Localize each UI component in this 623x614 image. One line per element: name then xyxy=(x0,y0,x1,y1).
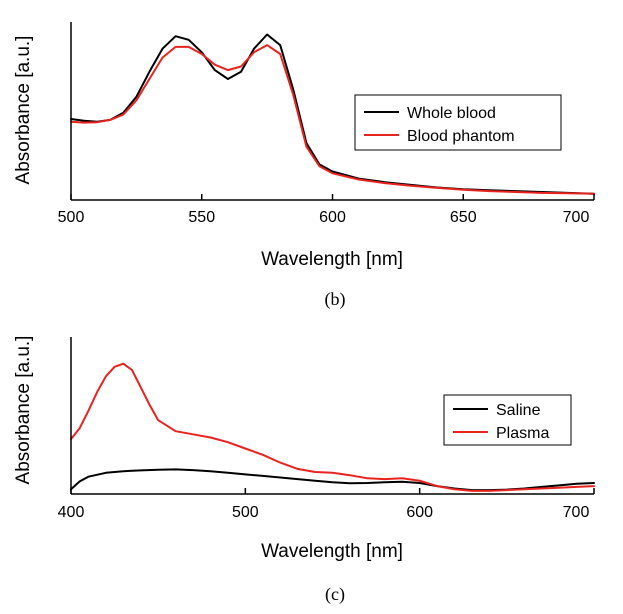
panel-b-x-tick-label-500: 500 xyxy=(58,209,85,226)
panel-b-legend-box xyxy=(354,94,562,151)
panel-b-x-tick-label-650: 650 xyxy=(450,209,477,226)
panel-c-series-layer xyxy=(70,362,595,492)
panel-c-legend-box xyxy=(443,394,572,446)
panel-b-y-axis-label: Absorbance [a.u.] xyxy=(13,36,34,185)
panel-c-legend-label-plasma: Plasma xyxy=(496,425,549,442)
panel-c-legend-label-saline: Saline xyxy=(496,402,541,419)
panel-b-legend: Whole blood Blood phantom xyxy=(354,94,562,151)
panel-b-series-blood-phantom xyxy=(70,44,595,195)
panel-c-x-axis-label: Wavelength [nm] xyxy=(261,541,403,562)
panel-b-chart: 500 550 600 650 700 Wavelength [nm] Absorban… xyxy=(13,22,595,310)
panel-b-x-tick-label-700: 700 xyxy=(563,209,590,226)
panel-c-x-tick-label-500: 500 xyxy=(232,504,259,521)
panel-b-series-layer xyxy=(70,33,595,195)
panel-c-x-tick-label-600: 600 xyxy=(406,504,433,521)
panel-b-x-tick-label-550: 550 xyxy=(188,209,215,226)
panel-b-caption: (b) xyxy=(325,289,346,310)
panel-b-x-axis-label: Wavelength [nm] xyxy=(261,249,403,270)
panel-c-x-tick-label-700: 700 xyxy=(563,504,590,521)
panel-c-y-axis-label: Absorbance [a.u.] xyxy=(13,336,34,485)
panel-c-x-ticks: 400 500 600 700 xyxy=(58,488,595,521)
panel-b-legend-label-whole-blood: Whole blood xyxy=(407,105,496,122)
panel-c-x-tick-label-400: 400 xyxy=(58,504,85,521)
panel-c-series-plasma xyxy=(70,362,595,492)
panel-c-legend: Saline Plasma xyxy=(443,394,572,446)
panel-c-chart: 400 500 600 700 Wavelength [nm] Absorbance … xyxy=(13,336,595,605)
panel-b-legend-label-blood-phantom: Blood phantom xyxy=(407,128,515,145)
panel-c-caption: (c) xyxy=(325,584,345,605)
panel-b-x-ticks: 500 550 600 650 700 xyxy=(58,194,595,226)
panel-b-x-tick-label-600: 600 xyxy=(319,209,346,226)
